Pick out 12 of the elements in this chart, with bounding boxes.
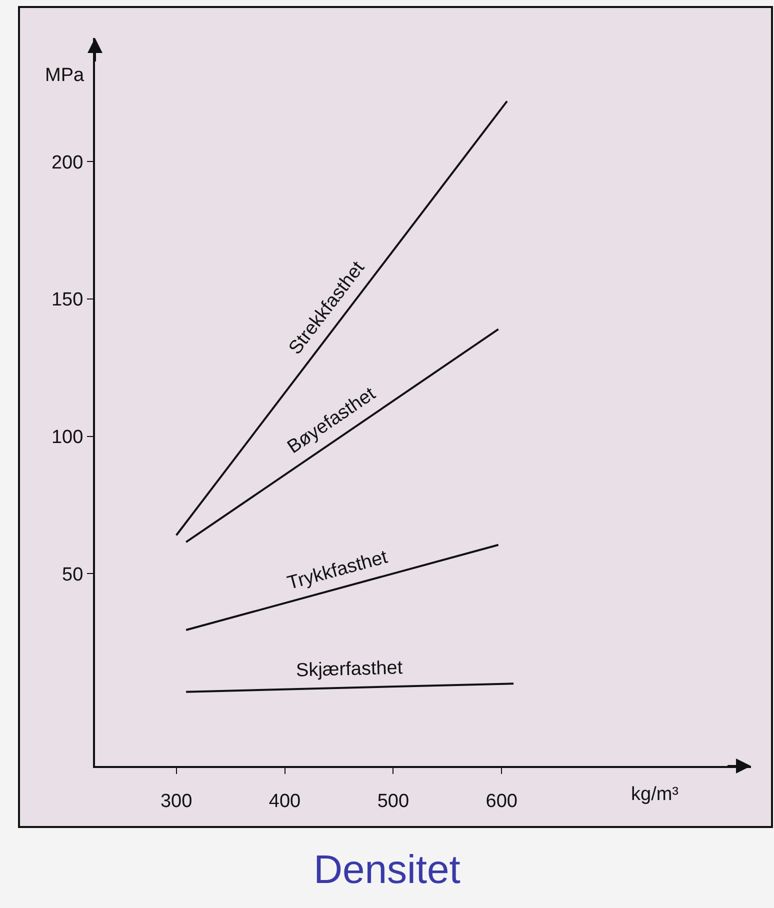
series-label: Skjærfasthet [296, 658, 404, 682]
y-tick-label: 150 [51, 290, 84, 311]
x-tick-label: 300 [160, 790, 192, 812]
text: Densitet [312, 848, 462, 893]
y-tick-label: 100 [51, 426, 84, 448]
y-axis-title: MPa [45, 65, 84, 86]
y-tick-label: 200 [51, 152, 84, 174]
x-tick-label: 600 [486, 790, 518, 812]
x-tick-label: 400 [268, 790, 301, 812]
x-tick-label: 500 [377, 790, 410, 812]
x-axis-title: kg/m³ [631, 784, 678, 805]
y-tick-label: 50 [62, 564, 84, 586]
